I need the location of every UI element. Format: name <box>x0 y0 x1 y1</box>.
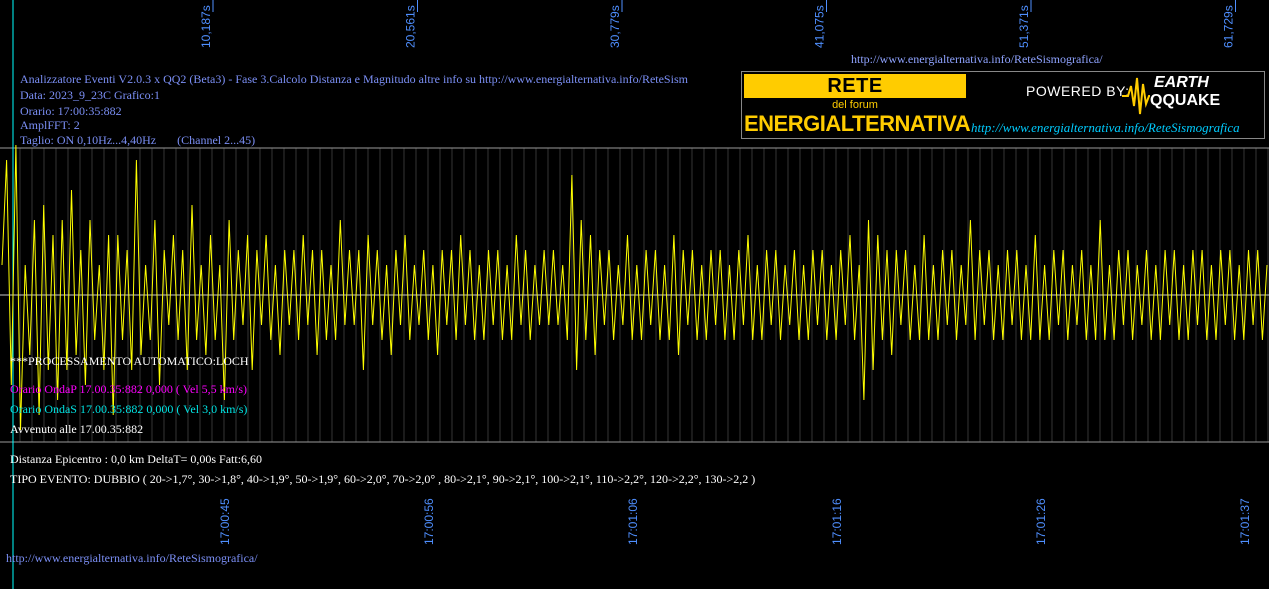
data-line: Data: 2023_9_23C Grafico:1 <box>20 88 160 102</box>
top-tick-labels: 10,187s 20,561s 30,779s 41,075s 51,371s 61,72… <box>199 0 1236 48</box>
banner-subtitle: del forum <box>744 98 966 112</box>
bottom-tick-label: 17:00:45 <box>218 498 232 545</box>
top-tick-label: 30,779s <box>608 5 622 48</box>
avvenuto-line: Avvenuto alle 17.00.35:882 <box>10 422 144 436</box>
taglio-line: Taglio: ON 0,10Hz...4,40Hz (Channel 2...… <box>20 133 256 147</box>
processing-auto: ***PROCESSAMENTO AUTOMATICO:LOCH <box>10 354 249 368</box>
powered-by-label: POWERED BY: <box>1026 83 1130 99</box>
onda-p-line: Orario OndaP 17.00.35:882 0,000 ( Vel 5,… <box>10 382 247 396</box>
analyzer-title: Analizzatore Eventi V2.0.3 x QQ2 (Beta3)… <box>20 72 688 86</box>
earth-logo-text: EARTH <box>1154 74 1209 91</box>
ampl-fft-line: AmplFFT: 2 <box>20 118 80 132</box>
footer-url[interactable]: http://www.energialternativa.info/ReteSi… <box>6 551 258 565</box>
onda-s-line: Orario OndaS 17.00.35:882 0,000 ( Vel 3,… <box>10 402 248 416</box>
rete-sismografica-banner: RETE SISMOGRAFICA del forum ENERGIALTERN… <box>741 71 1265 139</box>
distanza-line: Distanza Epicentro : 0,0 km DeltaT= 0,00… <box>10 452 263 466</box>
top-tick-label: 41,075s <box>813 5 827 48</box>
top-tick-label: 51,371s <box>1017 5 1031 48</box>
banner-left-block: RETE SISMOGRAFICA del forum ENERGIALTERN… <box>744 74 971 136</box>
tipo-evento-line: TIPO EVENTO: DUBBIO ( 20->1,7°, 30->1,8°… <box>10 472 756 486</box>
bottom-tick-label: 17:01:06 <box>626 498 640 545</box>
bottom-tick-label: 17:01:16 <box>830 498 844 545</box>
bottom-tick-label: 17:00:56 <box>422 498 436 545</box>
bottom-tick-label: 17:01:37 <box>1238 498 1252 545</box>
seismic-trace <box>1 144 1268 431</box>
bottom-tick-labels: 17:00:45 17:00:56 17:01:06 17:01:16 17:01:26… <box>218 498 1252 545</box>
quake-logo-text: QQUAKE <box>1150 92 1221 110</box>
top-tick-label: 10,187s <box>199 5 213 48</box>
banner-title: RETE SISMOGRAFICA <box>744 74 966 121</box>
seismograph-logo-icon <box>1122 77 1218 115</box>
bottom-tick-label: 17:01:26 <box>1034 498 1048 545</box>
top-tick-label: 20,561s <box>404 5 418 48</box>
header-url-top[interactable]: http://www.energialternativa.info/ReteSi… <box>851 52 1103 66</box>
banner-main: ENERGIALTERNATIVA <box>744 111 971 136</box>
banner-url[interactable]: http://www.energialternativa.info/ReteSi… <box>971 120 1240 135</box>
orario-line: Orario: 17:00:35:882 <box>20 104 122 118</box>
top-tick-label: 61,729s <box>1222 5 1236 48</box>
